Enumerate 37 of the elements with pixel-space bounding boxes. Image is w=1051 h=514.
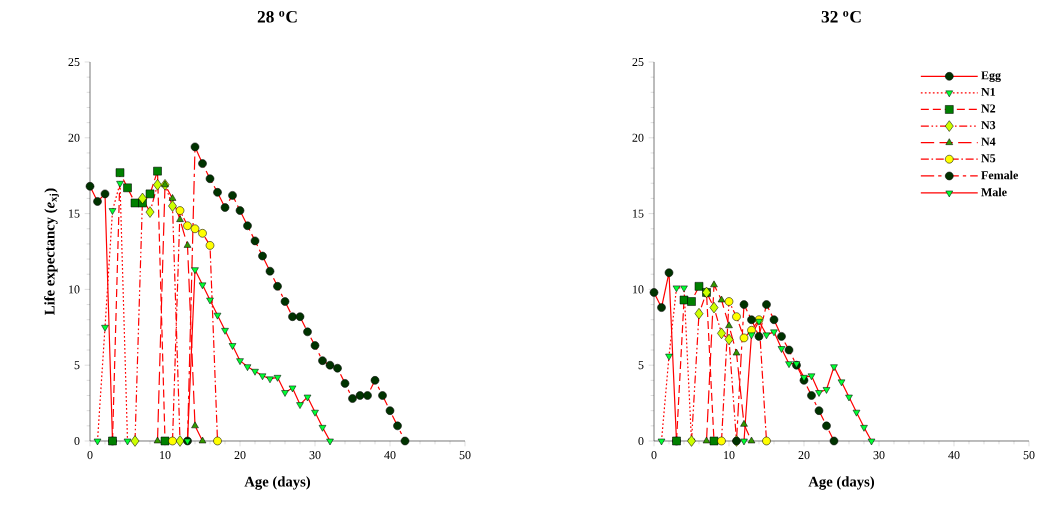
x-tick-label: 10 (160, 451, 171, 460)
y-tick-label: 15 (633, 209, 644, 218)
x-tick-label: 20 (234, 451, 246, 460)
y-tick-label: 5 (74, 361, 80, 370)
y-tick-label: 15 (69, 209, 80, 218)
x-tick-label: 50 (459, 451, 471, 460)
y-tick-label: 25 (632, 57, 644, 67)
legend-label: N4 (981, 137, 996, 146)
y-axis-title: Life expectancy (e$_{xj}$) (44, 188, 59, 315)
legend-label: N5 (981, 154, 996, 163)
y-tick-label: 10 (69, 285, 80, 294)
x-tick-label: 40 (384, 451, 396, 460)
y-tick-label: 20 (68, 133, 80, 142)
legend-label: Female (981, 170, 1019, 180)
x-tick-label: 30 (309, 451, 321, 460)
x-tick-label: 40 (948, 451, 960, 460)
x-tick-label: 0 (87, 451, 93, 460)
x-axis-title: Age (days) (808, 476, 875, 490)
legend-label: Egg (981, 71, 1001, 82)
y-tick-label: 5 (638, 361, 644, 370)
y-tick-label: 0 (638, 436, 644, 446)
legend-label: N1 (981, 87, 996, 96)
x-tick-label: 50 (1023, 451, 1035, 460)
x-tick-label: 20 (798, 451, 810, 460)
legend-label: N2 (981, 104, 996, 113)
x-tick-label: 10 (724, 451, 735, 460)
chart-title: 32 $^{o}$C (821, 10, 861, 23)
y-tick-label: 10 (633, 285, 644, 294)
legend-label: Male (981, 187, 1007, 197)
legend-label: N3 (981, 121, 996, 130)
x-axis-title: Age (days) (244, 476, 311, 490)
x-tick-label: 0 (651, 451, 657, 460)
y-tick-label: 25 (68, 57, 80, 67)
y-tick-label: 0 (74, 436, 80, 446)
y-tick-label: 20 (632, 133, 644, 142)
x-tick-label: 30 (873, 451, 885, 460)
chart-title: 28 $^{o}$C (257, 10, 297, 23)
